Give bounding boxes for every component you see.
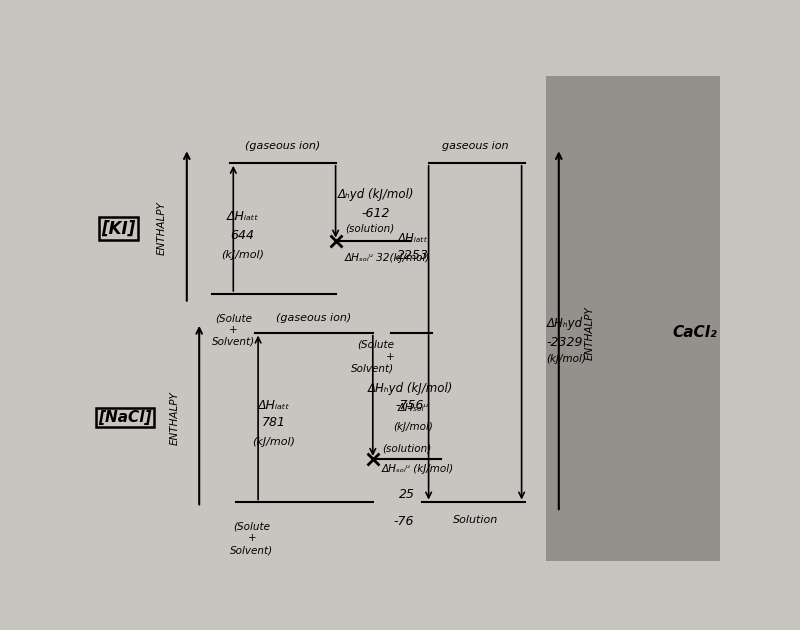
Text: (Solute
+
Solvent): (Solute + Solvent): [351, 340, 394, 373]
Text: [KI]: [KI]: [102, 219, 136, 238]
Text: ΔHₕyd (kJ/mol): ΔHₕyd (kJ/mol): [367, 382, 453, 395]
Text: (gaseous ion): (gaseous ion): [276, 313, 351, 323]
Text: (Solute
+
Solvent): (Solute + Solvent): [230, 522, 274, 555]
Text: gaseous ion: gaseous ion: [442, 140, 508, 151]
Text: CaCl₂: CaCl₂: [673, 325, 718, 340]
Text: (solution): (solution): [345, 223, 394, 233]
Text: ΔHₗₐₜₜ: ΔHₗₐₜₜ: [258, 399, 290, 412]
Text: (gaseous ion): (gaseous ion): [246, 140, 321, 151]
Text: ΔHₛₒₗᵘ 32(kJ/mol): ΔHₛₒₗᵘ 32(kJ/mol): [345, 253, 430, 263]
Text: 25: 25: [399, 488, 415, 501]
Bar: [546, 76, 720, 561]
Text: ENTHALPY: ENTHALPY: [585, 306, 594, 360]
Text: 781: 781: [262, 416, 286, 429]
Text: -2329: -2329: [546, 336, 583, 349]
Text: ΔHₗₐₜₜ: ΔHₗₐₜₜ: [398, 232, 428, 244]
Text: (Solute
+
Solvent): (Solute + Solvent): [212, 313, 255, 347]
Text: ΔHₕyd: ΔHₕyd: [546, 316, 582, 329]
Text: (solution): (solution): [382, 443, 431, 453]
Text: (kJ/mol): (kJ/mol): [252, 437, 295, 447]
Text: -756: -756: [396, 399, 424, 412]
Text: Solution: Solution: [453, 515, 498, 525]
Text: ΔHₛₒₗᵘ: ΔHₛₒₗᵘ: [398, 403, 429, 413]
Text: [NaCl]: [NaCl]: [98, 410, 151, 425]
Text: ENTHALPY: ENTHALPY: [157, 202, 167, 255]
Text: (kJ/mol): (kJ/mol): [546, 355, 586, 364]
Text: -612: -612: [362, 207, 390, 220]
Text: (kJ/mol): (kJ/mol): [393, 422, 433, 432]
Text: 2253: 2253: [397, 249, 429, 261]
Text: ENTHALPY: ENTHALPY: [170, 391, 179, 445]
Text: Δₕyd (kJ/mol): Δₕyd (kJ/mol): [338, 188, 414, 201]
Text: ΔHₛₒₗᵘ (kJ/mol): ΔHₛₒₗᵘ (kJ/mol): [382, 464, 454, 474]
Text: 644: 644: [230, 229, 254, 242]
Text: (kJ/mol): (kJ/mol): [221, 250, 264, 260]
Text: -76: -76: [394, 515, 414, 529]
Text: ΔHₗₐₜₜ: ΔHₗₐₜₜ: [226, 210, 258, 223]
